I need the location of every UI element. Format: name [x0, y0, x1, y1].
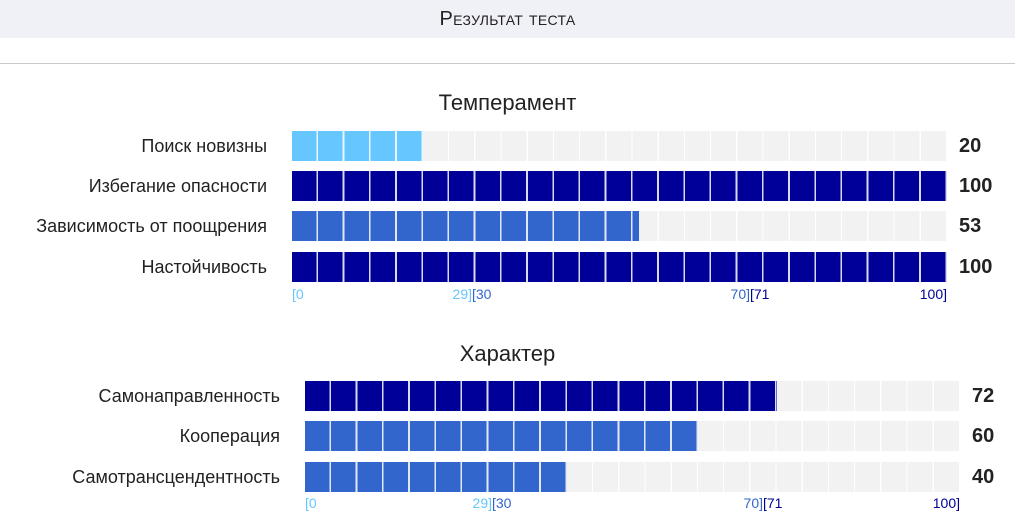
bar-track-cooperativeness [305, 421, 960, 451]
scale-tick-70: 70] [743, 495, 763, 511]
row-label-reward-dependence: Зависимость от поощрения [36, 216, 267, 236]
bar-track-reward-dependence [292, 211, 947, 241]
bar-track-harm-avoidance [292, 171, 947, 201]
row-label-self-directedness: Самонаправленность [98, 386, 281, 406]
scale-tick-29: 29] [452, 286, 472, 302]
row-value-novelty-seeking: 20 [959, 135, 982, 157]
row-value-self-transcendence: 40 [972, 466, 995, 488]
bar-fill-self-transcendence [305, 462, 567, 492]
row-label-harm-avoidance: Избегание опасности [88, 176, 267, 196]
bar-track-persistence [292, 252, 947, 282]
bar-fill-harm-avoidance [292, 171, 947, 201]
row-value-cooperativeness: 60 [972, 425, 995, 447]
scale-tick-0: [0 [305, 495, 317, 511]
bar-fill-persistence [292, 252, 947, 282]
scale-tick-100: 100] [932, 495, 960, 511]
bar-track-self-directedness [305, 381, 960, 411]
row-label-cooperativeness: Кооперация [179, 426, 280, 446]
scale-tick-29: 29] [472, 495, 492, 511]
scale-tick-100: 100] [919, 286, 947, 302]
bar-fill-cooperativeness [305, 421, 698, 451]
bar-fill-self-directedness [305, 381, 777, 411]
row-label-persistence: Настойчивость [141, 257, 267, 277]
row-value-persistence: 100 [959, 256, 993, 278]
row-value-self-directedness: 72 [972, 385, 995, 407]
scale-tick-30: [30 [492, 495, 512, 511]
row-value-reward-dependence: 53 [959, 215, 982, 237]
bar-track-self-transcendence [305, 462, 960, 492]
bar-fill-reward-dependence [292, 211, 640, 241]
scale-temperament: [0 29] [30 70] [71 100] [292, 285, 947, 303]
row-label-self-transcendence: Самотрансцендентность [72, 467, 280, 487]
scale-tick-0: [0 [292, 286, 304, 302]
bar-fill-novelty-seeking [292, 131, 423, 161]
scale-tick-71: [71 [750, 286, 770, 302]
bar-track-novelty-seeking [292, 131, 947, 161]
scale-tick-30: [30 [472, 286, 492, 302]
section-title-character: Характер [459, 341, 556, 366]
scale-tick-71: [71 [763, 495, 783, 511]
row-label-novelty-seeking: Поиск новизны [141, 136, 267, 156]
scale-tick-70: 70] [730, 286, 750, 302]
scale-character: [0 29] [30 70] [71 100] [305, 494, 960, 512]
section-title-temperament: Темперамент [438, 90, 577, 115]
row-value-harm-avoidance: 100 [959, 175, 993, 197]
header-divider [0, 63, 1015, 64]
page-title: Результат теста [0, 0, 1015, 38]
